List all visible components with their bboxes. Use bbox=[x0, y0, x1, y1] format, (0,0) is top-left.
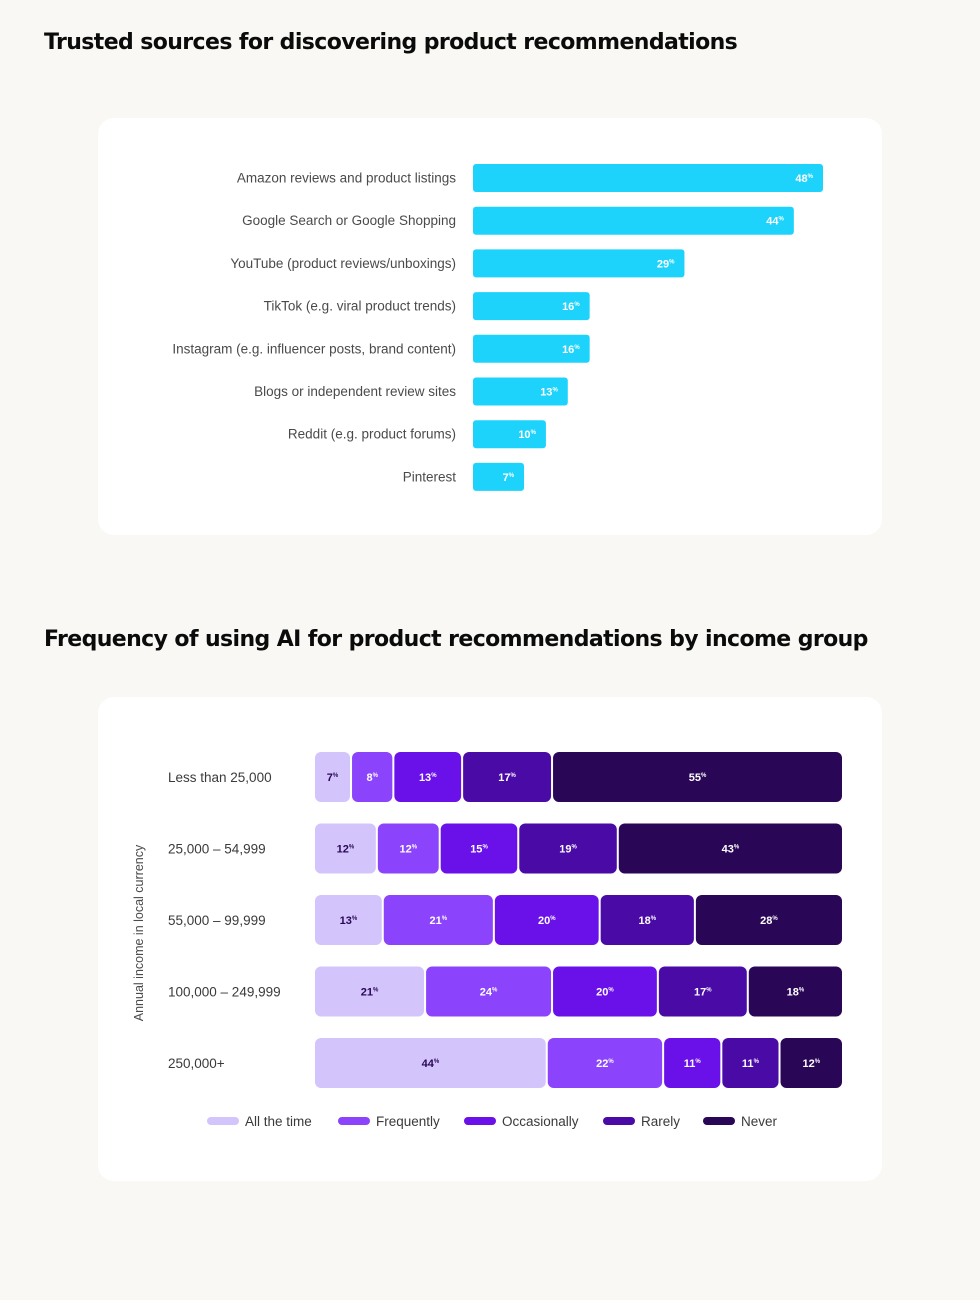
bar bbox=[473, 334, 590, 363]
bar-value-label: 7% bbox=[503, 472, 515, 484]
legend-swatch bbox=[603, 1117, 635, 1125]
segment-value-label: 11% bbox=[742, 1058, 760, 1070]
legend-label: Occasionally bbox=[502, 1114, 579, 1129]
legend-label: Rarely bbox=[641, 1114, 680, 1129]
legend-label: All the time bbox=[245, 1114, 312, 1129]
category-label: YouTube (product reviews/unboxings) bbox=[230, 256, 456, 271]
segment-value-label: 17% bbox=[498, 772, 516, 784]
segment-value-label: 43% bbox=[722, 844, 740, 856]
segment-value-label: 12% bbox=[802, 1058, 820, 1070]
segment-value-label: 20% bbox=[596, 987, 614, 999]
y-axis-label: Annual income in local currency bbox=[132, 844, 146, 1021]
legend-swatch bbox=[703, 1117, 735, 1125]
stacked-segment bbox=[722, 1038, 779, 1088]
stacked-segment bbox=[352, 752, 393, 802]
category-label: Amazon reviews and product listings bbox=[237, 171, 456, 186]
stacked-segment bbox=[658, 966, 747, 1017]
bar-value-label: 48% bbox=[795, 173, 813, 185]
segment-value-label: 24% bbox=[480, 987, 498, 999]
stacked-segment bbox=[494, 895, 599, 945]
segment-value-label: 11% bbox=[684, 1058, 702, 1070]
stacked-segment bbox=[618, 823, 842, 874]
category-label: Instagram (e.g. influencer posts, brand … bbox=[172, 341, 456, 356]
stacked-segment bbox=[748, 966, 842, 1017]
bar-value-label: 16% bbox=[562, 344, 580, 356]
chart-title-ai-frequency: Frequency of using AI for product recomm… bbox=[44, 627, 868, 652]
stacked-segment bbox=[315, 823, 376, 874]
stacked-segment bbox=[315, 966, 425, 1017]
segment-value-label: 20% bbox=[538, 915, 556, 927]
segment-value-label: 12% bbox=[337, 844, 355, 856]
trusted-sources-card: Amazon reviews and product listings 48% Go… bbox=[98, 118, 882, 535]
stacked-segment bbox=[315, 895, 382, 945]
bar bbox=[473, 377, 568, 406]
segment-value-label: 44% bbox=[422, 1058, 440, 1070]
chart-title-trusted-sources: Trusted sources for discovering product … bbox=[44, 30, 738, 55]
stacked-segment bbox=[383, 895, 493, 945]
stacked-segment bbox=[394, 752, 462, 802]
income-group-label: 55,000 – 99,999 bbox=[168, 913, 266, 928]
segment-value-label: 12% bbox=[399, 844, 417, 856]
category-label: Google Search or Google Shopping bbox=[242, 213, 456, 228]
income-group-label: 25,000 – 54,999 bbox=[168, 842, 266, 857]
category-label: Reddit (e.g. product forums) bbox=[288, 427, 456, 442]
bar-value-label: 44% bbox=[766, 216, 784, 228]
segment-value-label: 22% bbox=[596, 1058, 614, 1070]
stacked-segment bbox=[547, 1038, 663, 1088]
ai-frequency-stacked-chart: Annual income in local currency Less than… bbox=[132, 752, 842, 1129]
segment-value-label: 18% bbox=[638, 915, 656, 927]
ai-frequency-card: Annual income in local currency Less than… bbox=[98, 697, 882, 1181]
segment-value-label: 17% bbox=[694, 987, 712, 999]
stacked-segment bbox=[519, 823, 617, 874]
trusted-sources-bar-chart: Amazon reviews and product listings 48% Go… bbox=[172, 164, 823, 491]
stacked-segment bbox=[463, 752, 552, 802]
segment-value-label: 55% bbox=[689, 772, 707, 784]
bar bbox=[473, 462, 525, 491]
segment-value-label: 8% bbox=[366, 772, 378, 784]
segment-value-label: 7% bbox=[327, 772, 339, 784]
stacked-segment bbox=[664, 1038, 721, 1088]
stacked-segment bbox=[426, 966, 552, 1017]
stacked-segment bbox=[695, 895, 842, 945]
segment-value-label: 13% bbox=[419, 772, 437, 784]
bar bbox=[473, 206, 794, 235]
segment-value-label: 13% bbox=[340, 915, 358, 927]
bar-value-label: 16% bbox=[562, 301, 580, 313]
segment-value-label: 15% bbox=[470, 844, 488, 856]
category-label: TikTok (e.g. viral product trends) bbox=[264, 299, 456, 314]
bar bbox=[473, 249, 685, 278]
segment-value-label: 21% bbox=[430, 915, 448, 927]
legend-swatch bbox=[464, 1117, 496, 1125]
category-label: Pinterest bbox=[403, 469, 457, 484]
stacked-segment bbox=[315, 1038, 546, 1088]
bar-value-label: 10% bbox=[518, 429, 536, 441]
income-group-label: Less than 25,000 bbox=[168, 770, 272, 785]
stacked-segment bbox=[780, 1038, 842, 1088]
stacked-segment bbox=[600, 895, 694, 945]
income-group-label: 250,000+ bbox=[168, 1056, 225, 1071]
segment-value-label: 28% bbox=[760, 915, 778, 927]
legend-swatch bbox=[338, 1117, 370, 1125]
category-label: Blogs or independent review sites bbox=[254, 384, 456, 399]
bar bbox=[473, 292, 590, 321]
bar bbox=[473, 164, 823, 192]
legend-label: Never bbox=[741, 1114, 778, 1129]
legend-swatch bbox=[207, 1117, 239, 1125]
stacked-segment bbox=[553, 752, 842, 802]
legend-label: Frequently bbox=[376, 1114, 440, 1129]
bar-value-label: 29% bbox=[657, 258, 675, 270]
stacked-segment bbox=[553, 966, 657, 1017]
bar-value-label: 13% bbox=[540, 387, 558, 399]
stacked-segment bbox=[377, 823, 439, 874]
segment-value-label: 19% bbox=[559, 844, 577, 856]
segment-value-label: 18% bbox=[787, 987, 805, 999]
segment-value-label: 21% bbox=[361, 987, 379, 999]
stacked-segment bbox=[315, 752, 351, 802]
bar bbox=[473, 420, 546, 449]
income-group-label: 100,000 – 249,999 bbox=[168, 985, 281, 1000]
stacked-segment bbox=[440, 823, 518, 874]
